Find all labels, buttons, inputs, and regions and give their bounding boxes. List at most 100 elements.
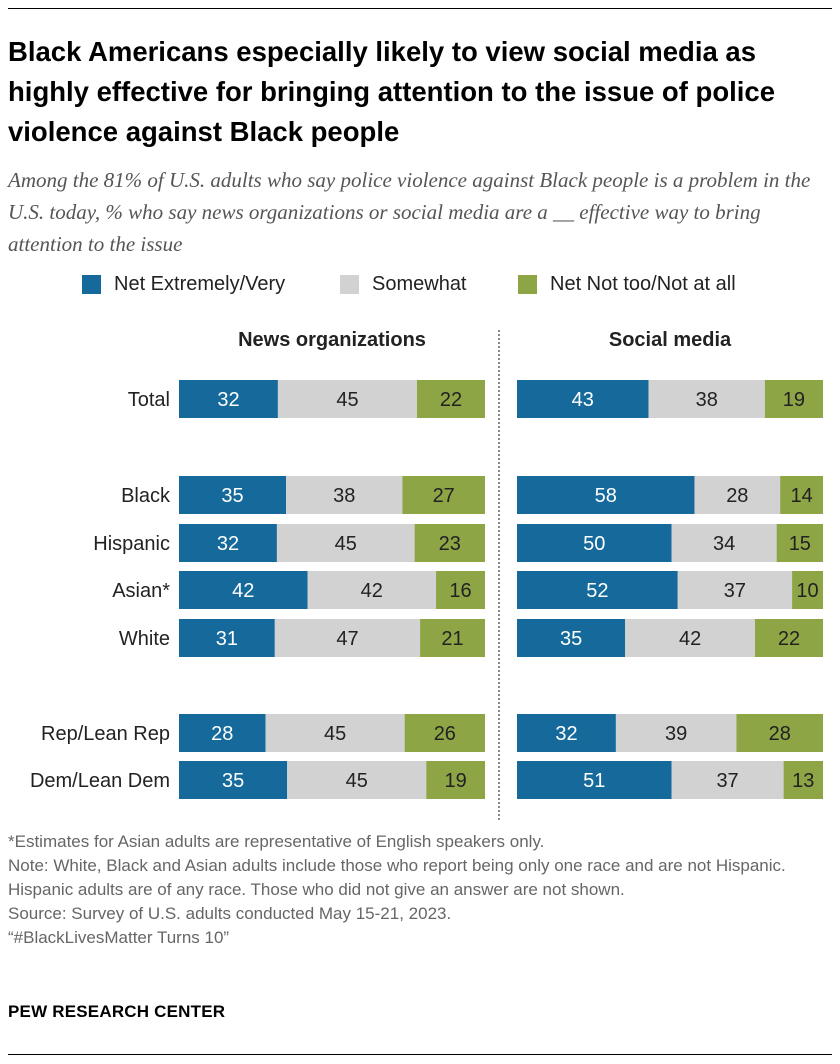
chart-title: Black Americans especially likely to vie… — [8, 36, 775, 147]
value-label-social-media-hispanic-net-extremely-very: 50 — [583, 533, 605, 555]
value-label-news-organizations-white-somewhat: 47 — [336, 628, 358, 650]
value-label-news-organizations-total-somewhat: 45 — [336, 389, 358, 411]
bar-social-media-total-somewhat — [648, 380, 765, 418]
value-label-news-organizations-dem-lean-dem-somewhat: 45 — [346, 770, 368, 792]
bar-news-organizations-dem-lean-dem-net-not-too — [426, 761, 485, 799]
value-label-news-organizations-white-net-extremely-very: 31 — [216, 628, 238, 650]
value-label-social-media-dem-lean-dem-net-not-too: 13 — [792, 770, 814, 792]
legend-label-somewhat: Somewhat — [372, 273, 467, 295]
value-label-news-organizations-total-net-extremely-very: 32 — [217, 389, 239, 411]
report-title: “#BlackLivesMatter Turns 10” — [8, 928, 230, 947]
bar-news-organizations-rep-lean-rep-net-not-too — [404, 714, 485, 752]
bar-social-media-black-net-extremely-very — [517, 476, 695, 514]
value-label-social-media-asian-net-extremely-very: 52 — [586, 580, 608, 602]
value-label-social-media-total-somewhat: 38 — [696, 389, 718, 411]
value-label-social-media-hispanic-somewhat: 34 — [713, 533, 735, 555]
bar-news-organizations-white-net-extremely-very — [179, 619, 275, 657]
value-label-news-organizations-dem-lean-dem-net-extremely-very: 35 — [222, 770, 244, 792]
value-label-news-organizations-asian-somewhat: 42 — [361, 580, 383, 602]
legend-swatch-somewhat — [340, 275, 359, 294]
row-label-black: Black — [121, 485, 171, 507]
bar-social-media-hispanic-net-extremely-very — [517, 524, 672, 562]
bar-social-media-rep-lean-rep-net-extremely-very — [517, 714, 616, 752]
bar-news-organizations-hispanic-net-not-too — [414, 524, 485, 562]
bar-news-organizations-rep-lean-rep-net-extremely-very — [179, 714, 266, 752]
bar-social-media-asian-net-not-too — [792, 571, 823, 609]
value-label-social-media-white-net-extremely-very: 35 — [560, 628, 582, 650]
value-label-social-media-rep-lean-rep-somewhat: 39 — [665, 723, 687, 745]
row-label-total: Total — [128, 389, 170, 411]
value-label-social-media-total-net-not-too: 19 — [783, 389, 805, 411]
legend-swatch-net-not-too — [518, 275, 537, 294]
bar-social-media-black-net-not-too — [780, 476, 823, 514]
value-label-news-organizations-asian-net-extremely-very: 42 — [232, 580, 254, 602]
bar-news-organizations-total-net-extremely-very — [179, 380, 278, 418]
bar-social-media-hispanic-net-not-too — [776, 524, 823, 562]
legend-label-net-extremely-very: Net Extremely/Very — [114, 273, 286, 295]
bar-news-organizations-black-somewhat — [286, 476, 403, 514]
row-label-rep-lean-rep: Rep/Lean Rep — [41, 723, 170, 745]
bar-social-media-dem-lean-dem-net-not-too — [783, 761, 823, 799]
bar-social-media-dem-lean-dem-net-extremely-very — [517, 761, 672, 799]
bar-news-organizations-asian-somewhat — [307, 571, 437, 609]
value-label-social-media-white-net-not-too: 22 — [778, 628, 800, 650]
value-label-social-media-hispanic-net-not-too: 15 — [789, 533, 811, 555]
legend-item-net-not-too: Net Not too/Not at all — [518, 273, 736, 296]
bar-news-organizations-black-net-not-too — [402, 476, 485, 514]
value-label-news-organizations-hispanic-net-extremely-very: 32 — [217, 533, 239, 555]
legend: Net Extremely/Very Somewhat Net Not too/… — [0, 273, 840, 295]
value-label-news-organizations-hispanic-net-not-too: 23 — [439, 533, 461, 555]
bar-social-media-black-somewhat — [694, 476, 781, 514]
bar-news-organizations-asian-net-extremely-very — [179, 571, 308, 609]
notes: *Estimates for Asian adults are represen… — [8, 830, 828, 950]
legend-item-somewhat: Somewhat — [340, 273, 467, 296]
note-text: Note: White, Black and Asian adults incl… — [8, 856, 786, 899]
bottom-rule — [8, 1054, 832, 1055]
value-label-news-organizations-asian-net-not-too: 16 — [449, 580, 471, 602]
bar-social-media-white-net-not-too — [755, 619, 823, 657]
value-label-news-organizations-black-net-not-too: 27 — [433, 485, 455, 507]
value-label-social-media-asian-somewhat: 37 — [724, 580, 746, 602]
value-label-news-organizations-hispanic-somewhat: 45 — [335, 533, 357, 555]
panel-title-social-media: Social media — [608, 329, 732, 351]
legend-label-net-not-too: Net Not too/Not at all — [550, 273, 736, 295]
bar-news-organizations-white-somewhat — [274, 619, 421, 657]
value-label-social-media-black-net-extremely-very: 58 — [595, 485, 617, 507]
value-label-social-media-black-somewhat: 28 — [726, 485, 748, 507]
bar-social-media-rep-lean-rep-net-not-too — [736, 714, 823, 752]
value-label-news-organizations-white-net-not-too: 21 — [441, 628, 463, 650]
bar-news-organizations-dem-lean-dem-somewhat — [287, 761, 427, 799]
chart-subtitle: Among the 81% of U.S. adults who say pol… — [8, 168, 811, 256]
bar-social-media-white-somewhat — [625, 619, 755, 657]
value-label-social-media-dem-lean-dem-somewhat: 37 — [716, 770, 738, 792]
bar-news-organizations-hispanic-somewhat — [276, 524, 415, 562]
row-label-white: White — [119, 628, 170, 650]
value-label-social-media-rep-lean-rep-net-not-too: 28 — [769, 723, 791, 745]
legend-swatch-net-extremely-very — [82, 275, 101, 294]
bar-social-media-asian-net-extremely-very — [517, 571, 678, 609]
value-label-social-media-dem-lean-dem-net-extremely-very: 51 — [583, 770, 605, 792]
value-label-social-media-total-net-extremely-very: 43 — [572, 389, 594, 411]
bar-social-media-rep-lean-rep-somewhat — [615, 714, 737, 752]
bar-social-media-asian-somewhat — [677, 571, 793, 609]
bar-news-organizations-white-net-not-too — [420, 619, 485, 657]
bar-social-media-total-net-extremely-very — [517, 380, 649, 418]
bar-social-media-total-net-not-too — [764, 380, 823, 418]
row-label-asian: Asian* — [112, 580, 170, 602]
panel-title-news-organizations: News organizations — [238, 329, 426, 351]
bar-news-organizations-dem-lean-dem-net-extremely-very — [179, 761, 288, 799]
bar-news-organizations-total-net-not-too — [417, 380, 485, 418]
panel-divider — [498, 330, 500, 820]
legend-item-net-extremely-very: Net Extremely/Very — [82, 273, 285, 296]
bar-social-media-dem-lean-dem-somewhat — [671, 761, 784, 799]
pew-research-center-logo: PEW RESEARCH CENTER — [8, 1002, 226, 1021]
row-label-dem-lean-dem: Dem/Lean Dem — [30, 770, 170, 792]
value-label-news-organizations-dem-lean-dem-net-not-too: 19 — [445, 770, 467, 792]
footnote-asian: *Estimates for Asian adults are represen… — [8, 832, 545, 851]
stacked-bar-chart: Total Black Hispanic Asian* White Rep/Lean Re… — [30, 380, 823, 799]
value-label-news-organizations-total-net-not-too: 22 — [440, 389, 462, 411]
bar-news-organizations-hispanic-net-extremely-very — [179, 524, 277, 562]
value-label-news-organizations-rep-lean-rep-net-extremely-very: 28 — [211, 723, 233, 745]
bar-news-organizations-black-net-extremely-very — [179, 476, 287, 514]
value-label-news-organizations-rep-lean-rep-net-not-too: 26 — [434, 723, 456, 745]
